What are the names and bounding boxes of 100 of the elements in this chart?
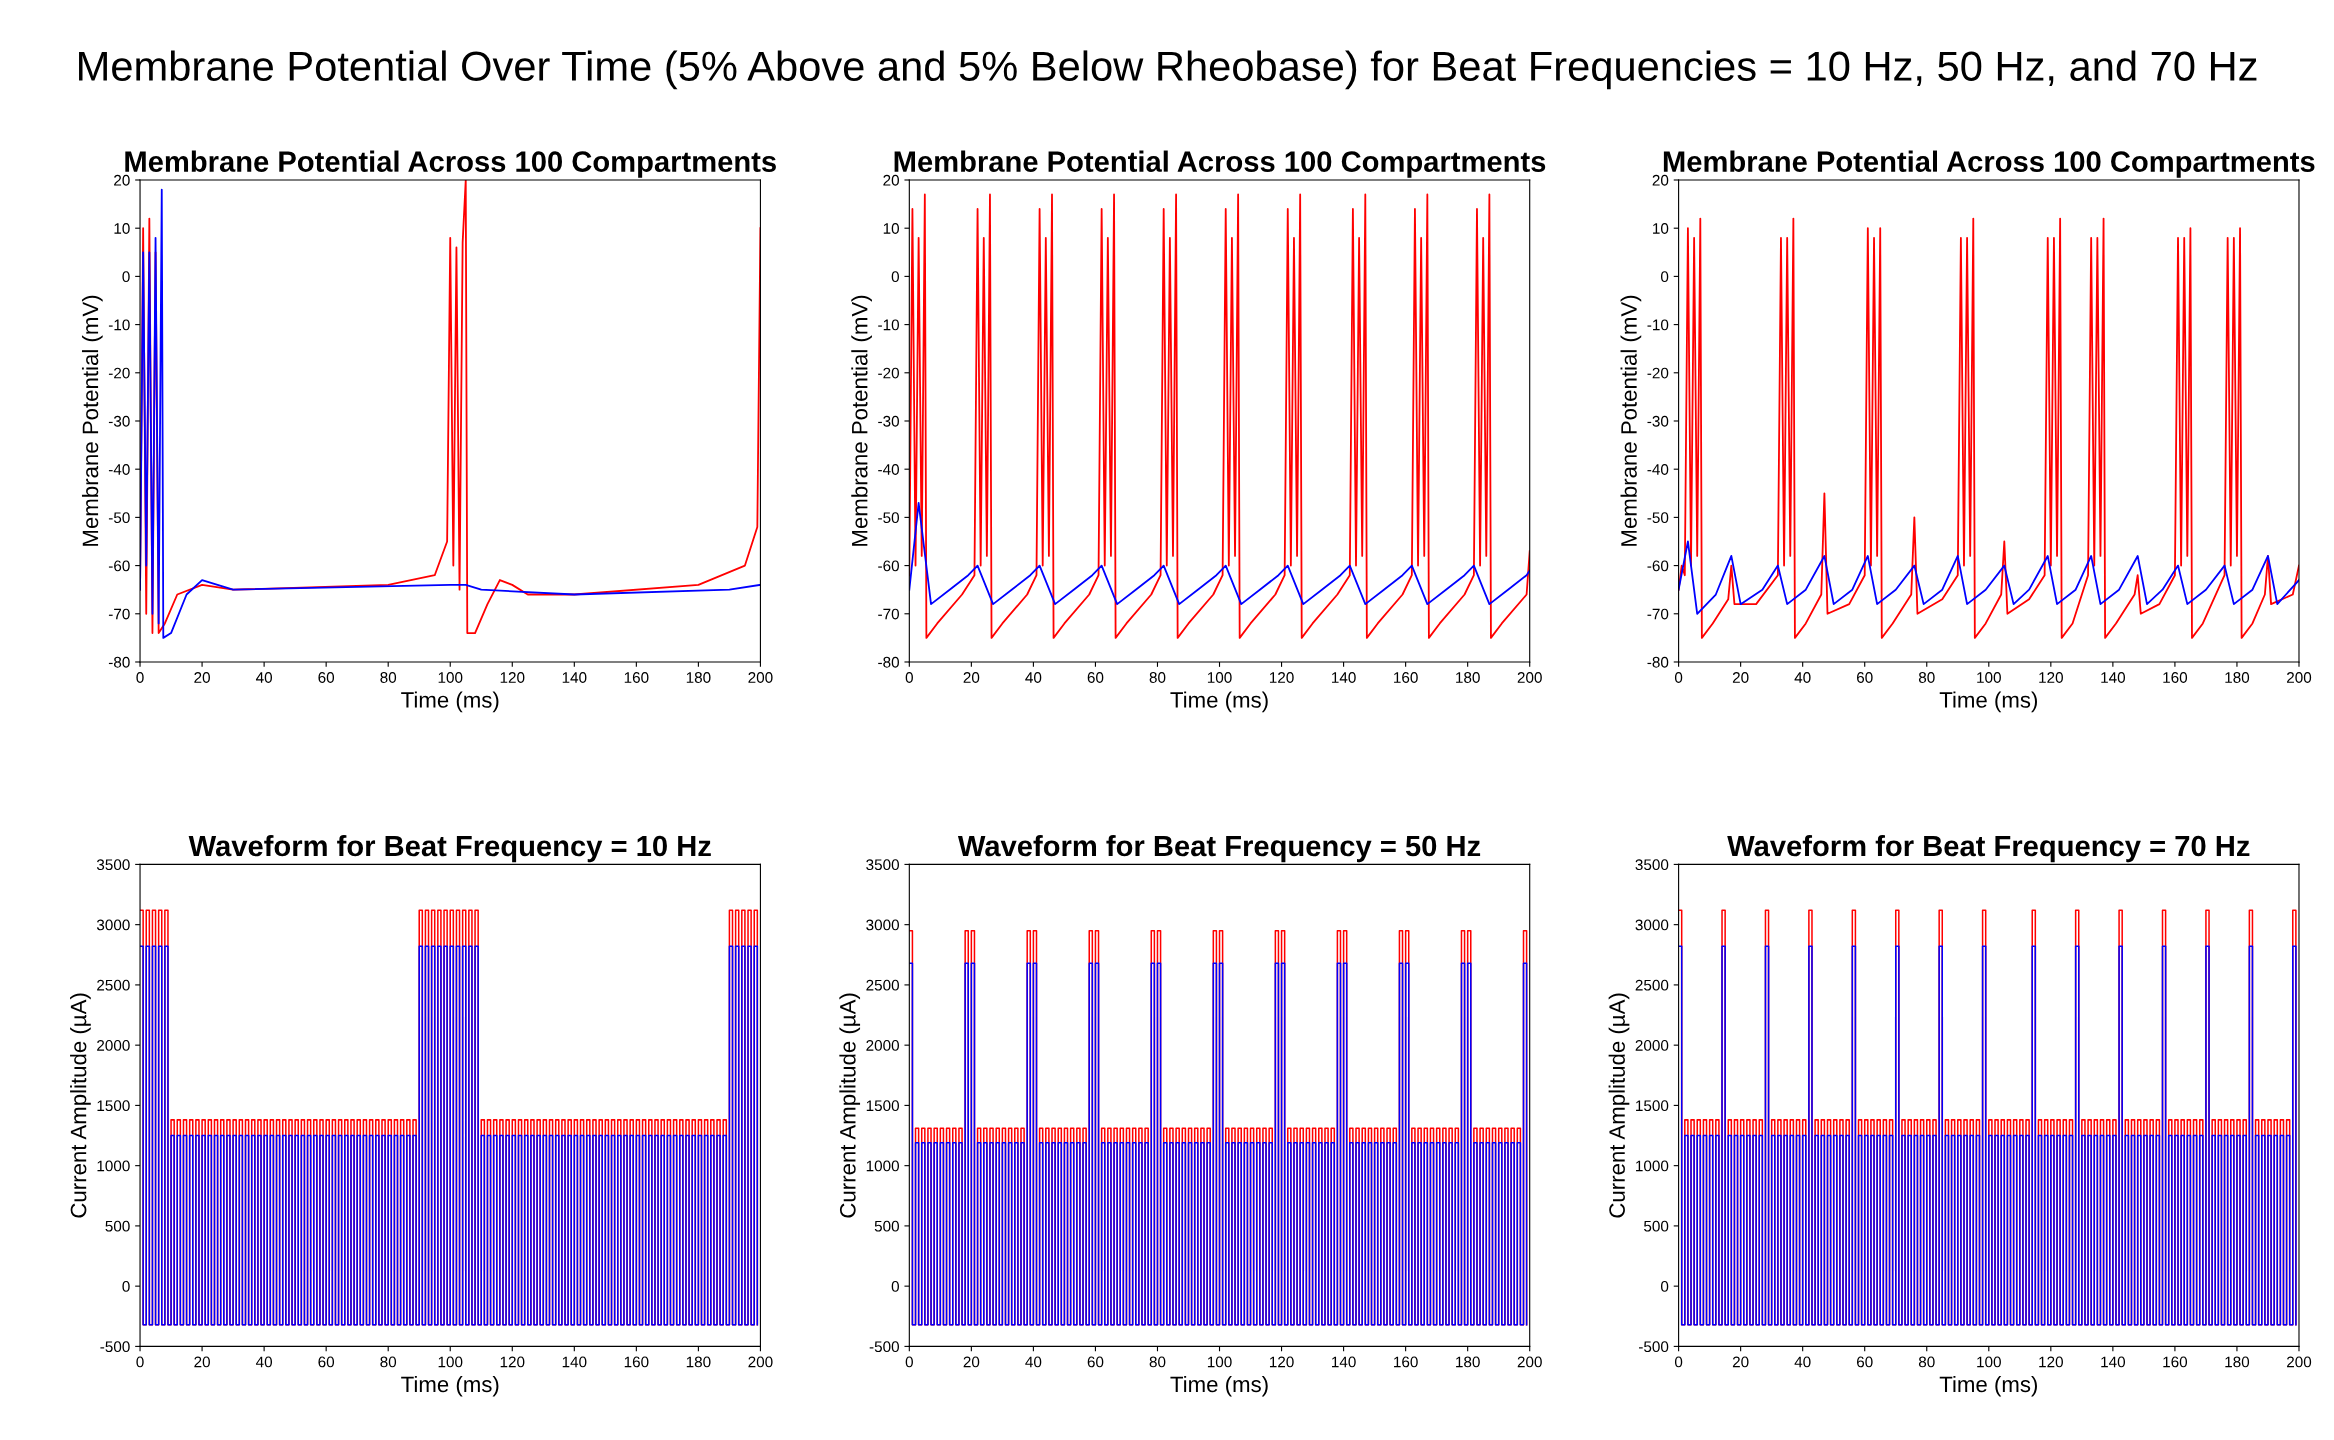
x-tick-label: 80	[1149, 672, 1166, 683]
x-tick-label: 200	[2287, 672, 2312, 683]
x-tick-label: 120	[1269, 1356, 1294, 1368]
y-tick-label: -70	[108, 608, 130, 620]
x-tick-label: 80	[1918, 672, 1935, 683]
y-tick-label: -500	[869, 1341, 899, 1353]
x-tick-label: 60	[318, 1356, 335, 1368]
x-tick-label: 20	[963, 1356, 980, 1368]
x-tick-label: 40	[1794, 1356, 1811, 1368]
y-tick-label: 2500	[1635, 979, 1669, 991]
y-tick-label: 3500	[96, 859, 130, 871]
y-tick-label: -20	[108, 367, 130, 379]
x-tick-label: 140	[2101, 1356, 2126, 1368]
y-tick-label: 10	[1653, 223, 1669, 234]
y-tick-label: -80	[878, 656, 899, 668]
y-tick-label: -80	[108, 656, 130, 668]
x-tick-label: 80	[380, 672, 397, 683]
x-tick-label: 160	[2163, 1356, 2188, 1368]
x-tick-label: 200	[748, 1356, 773, 1368]
y-tick-label: 500	[1644, 1220, 1669, 1232]
x-tick-label: 0	[136, 1356, 144, 1368]
y-axis-title: Current Amplitude (µA)	[839, 993, 861, 1218]
x-tick-label: 180	[1456, 1356, 1480, 1368]
x-tick-label: 80	[380, 1356, 397, 1368]
chart-title: Waveform for Beat Frequency = 70 Hz	[1727, 834, 2250, 863]
y-tick-label: -20	[878, 367, 899, 379]
x-tick-label: 160	[1394, 1356, 1418, 1368]
y-axis-title: Membrane Potential (mV)	[81, 295, 103, 546]
x-tick-label: 60	[1087, 1356, 1104, 1368]
chart-title: Waveform for Beat Frequency = 10 Hz	[188, 834, 711, 863]
x-tick-label: 180	[686, 1356, 711, 1368]
x-tick-label: 180	[1456, 672, 1480, 683]
y-tick-label: -500	[1638, 1341, 1669, 1353]
y-tick-label: -500	[100, 1341, 130, 1353]
y-tick-label: 500	[105, 1220, 130, 1232]
x-tick-label: 140	[562, 1356, 587, 1368]
x-tick-label: 40	[1025, 672, 1042, 683]
y-tick-label: 2500	[866, 979, 899, 991]
x-tick-label: 160	[1394, 672, 1418, 683]
x-tick-label: 140	[562, 672, 587, 683]
x-tick-label: 60	[1857, 672, 1873, 683]
x-tick-label: 140	[1332, 1356, 1356, 1368]
y-tick-label: -10	[878, 319, 899, 331]
y-tick-label: 0	[122, 271, 130, 283]
y-tick-label: 10	[883, 223, 899, 234]
x-tick-label: 100	[1977, 672, 2001, 683]
x-tick-label: 180	[686, 672, 711, 683]
y-tick-label: -30	[1647, 415, 1669, 427]
x-axis-title: Time (ms)	[1170, 691, 1268, 713]
x-tick-label: 20	[194, 672, 210, 683]
y-tick-label: 1000	[866, 1160, 899, 1172]
y-tick-label: 3000	[866, 919, 899, 931]
y-tick-label: -60	[108, 560, 130, 572]
x-tick-label: 100	[1977, 1356, 2001, 1368]
y-tick-label: 10	[114, 223, 130, 234]
y-tick-label: -80	[1647, 656, 1669, 668]
x-tick-label: 180	[2225, 1356, 2250, 1368]
x-tick-label: 20	[963, 672, 980, 683]
y-axis-title: Current Amplitude (µA)	[1608, 993, 1630, 1218]
x-tick-label: 0	[905, 672, 913, 683]
x-tick-label: 200	[1517, 1356, 1542, 1368]
x-tick-label: 120	[2039, 672, 2063, 683]
x-tick-label: 0	[136, 672, 144, 683]
y-tick-label: -20	[1647, 367, 1669, 379]
y-tick-label: 2000	[1635, 1040, 1669, 1051]
y-tick-label: 2500	[97, 979, 130, 991]
x-tick-label: 200	[2287, 1356, 2312, 1368]
x-tick-label: 20	[1732, 1356, 1749, 1368]
x-tick-label: 80	[1918, 1356, 1935, 1368]
x-tick-label: 20	[1732, 672, 1749, 683]
y-tick-label: -50	[108, 512, 130, 524]
x-tick-label: 0	[1674, 672, 1683, 683]
y-tick-label: 0	[1660, 1281, 1669, 1292]
x-tick-label: 100	[438, 1356, 463, 1368]
y-tick-label: -60	[878, 560, 899, 572]
y-tick-label: 3500	[866, 859, 899, 871]
y-tick-label: 2000	[97, 1040, 130, 1051]
x-tick-label: 20	[194, 1356, 210, 1368]
y-tick-label: 500	[874, 1220, 899, 1232]
y-axis-title: Membrane Potential (mV)	[851, 295, 872, 546]
y-tick-label: 20	[114, 174, 130, 186]
y-tick-label: -70	[1647, 608, 1669, 620]
y-tick-label: -30	[878, 415, 899, 427]
y-tick-label: 20	[883, 174, 899, 186]
x-tick-label: 60	[1087, 672, 1104, 683]
x-axis-title: Time (ms)	[1170, 1375, 1268, 1397]
x-tick-label: 120	[500, 672, 525, 683]
y-tick-label: -50	[1647, 512, 1669, 524]
x-tick-label: 60	[1857, 1356, 1873, 1368]
x-tick-label: 200	[1517, 672, 1542, 683]
x-tick-label: 40	[255, 1356, 273, 1368]
y-tick-label: 2000	[866, 1040, 899, 1051]
x-tick-label: 200	[748, 672, 773, 683]
y-tick-label: 1000	[97, 1160, 130, 1172]
x-tick-label: 100	[1207, 1356, 1232, 1368]
x-tick-label: 120	[1269, 672, 1294, 683]
y-tick-label: -60	[1647, 560, 1669, 572]
x-axis-title: Time (ms)	[1939, 691, 2037, 713]
y-tick-label: 1000	[1636, 1160, 1669, 1172]
x-tick-label: 80	[1149, 1356, 1166, 1368]
